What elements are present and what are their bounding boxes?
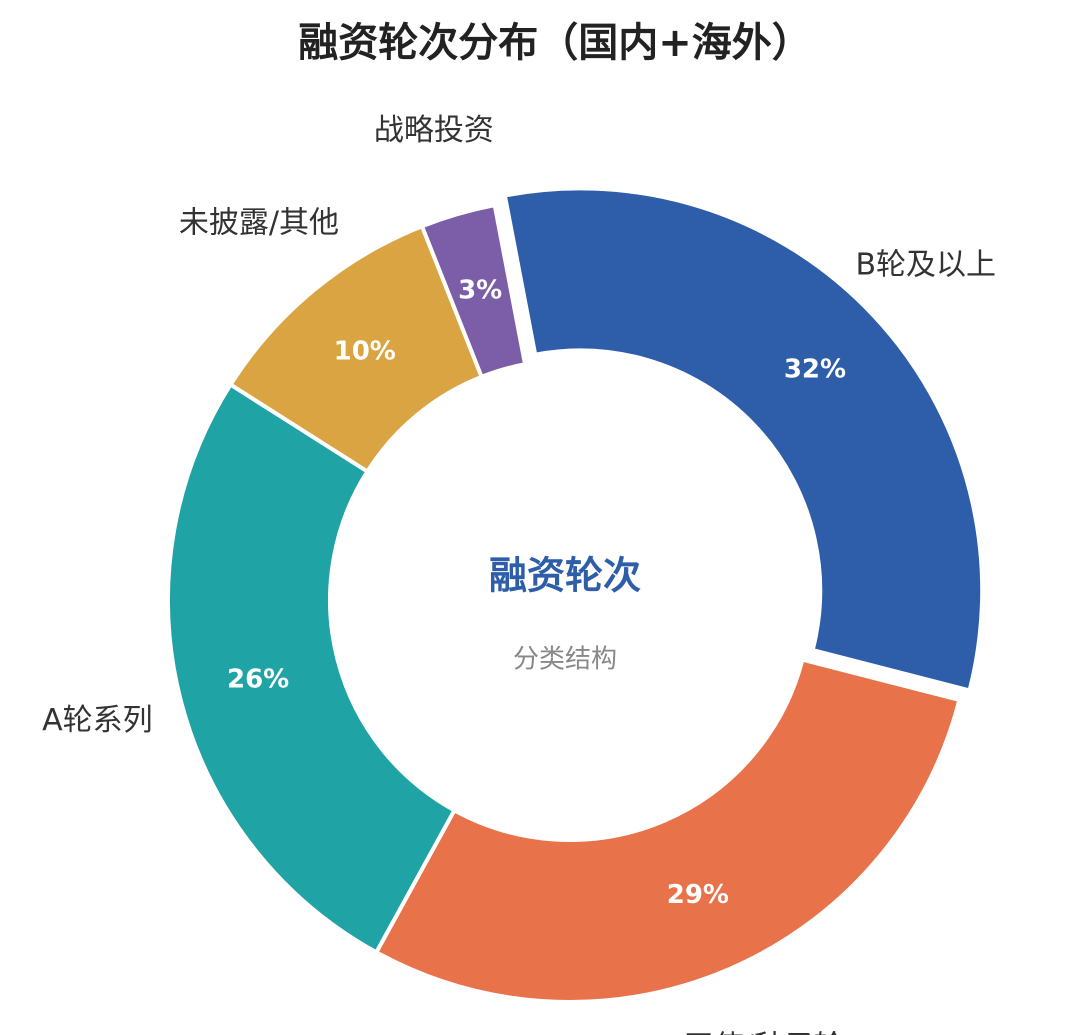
category-label: 未披露/其他 [179, 205, 339, 240]
percent-label: 10% [334, 336, 396, 366]
center-subtitle: 分类结构 [513, 645, 617, 675]
category-label: 天使/种子轮 [684, 1029, 844, 1035]
category-label: A轮系列 [42, 703, 153, 738]
donut-slice [502, 186, 985, 693]
category-label: 战略投资 [374, 113, 494, 148]
percent-label: 3% [458, 275, 502, 305]
chart-title: 融资轮次分布（国内+海外） [298, 20, 812, 66]
donut-slice [166, 381, 458, 955]
donut-slice [419, 202, 528, 380]
percent-label: 26% [227, 665, 289, 695]
center-title: 融资轮次 [489, 554, 641, 598]
percent-label: 29% [667, 880, 729, 910]
category-label: B轮及以上 [855, 247, 996, 282]
percent-label: 32% [784, 354, 846, 384]
donut-slice [373, 657, 962, 1004]
